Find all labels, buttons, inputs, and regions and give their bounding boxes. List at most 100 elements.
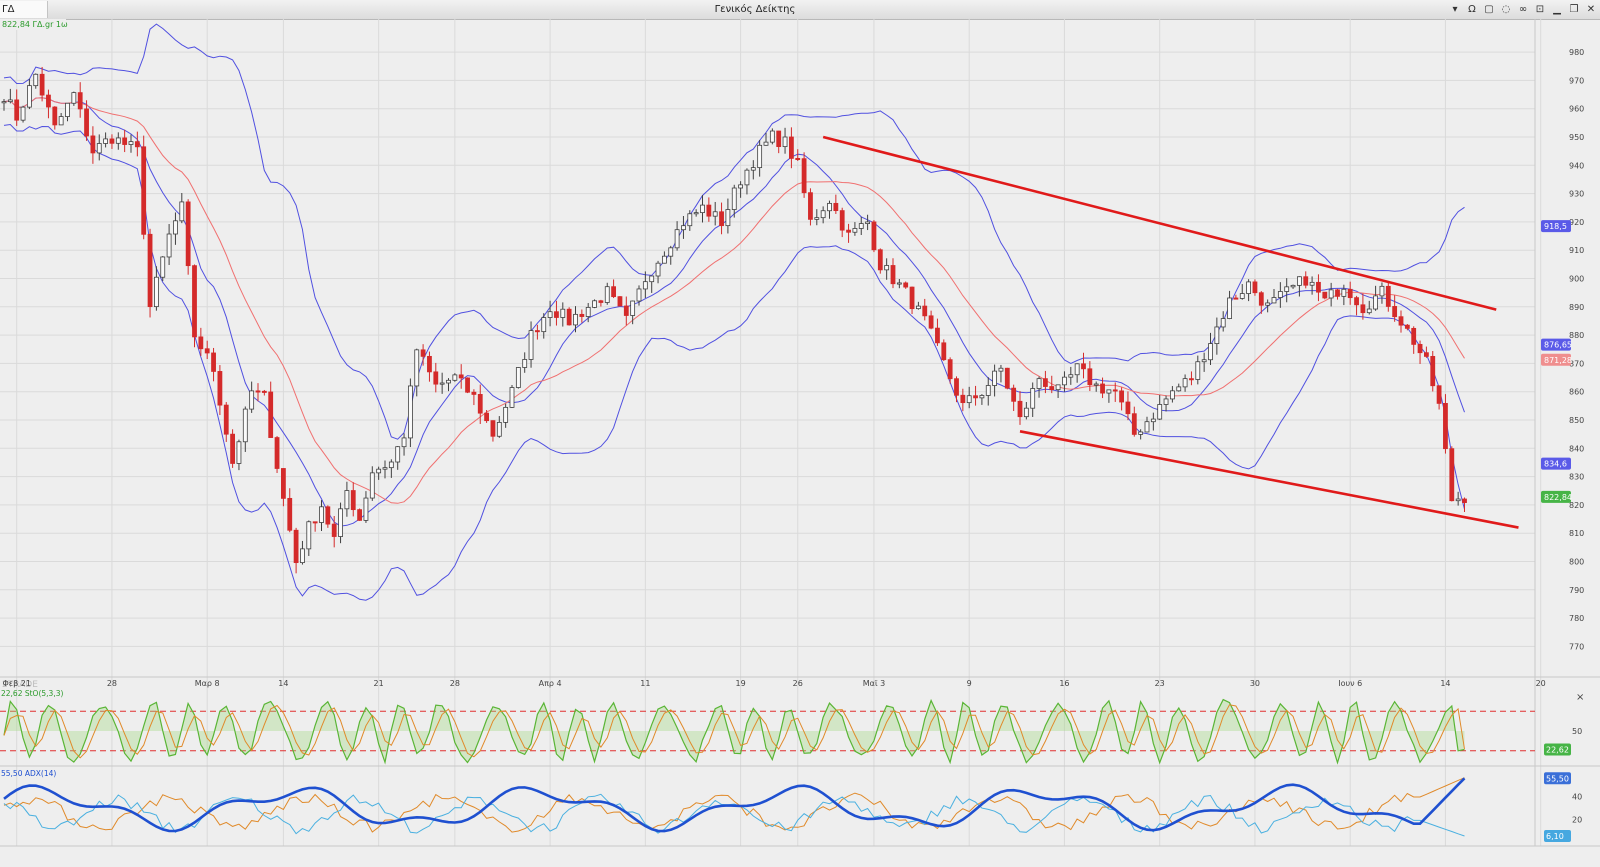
candle-body (65, 102, 70, 117)
candle-body (706, 204, 712, 217)
minimize-icon[interactable]: ▁ (1553, 3, 1561, 15)
candle-body (1023, 407, 1029, 418)
lock-icon[interactable]: ⊡ (1535, 3, 1545, 15)
candle-body (344, 490, 350, 510)
candle-body (312, 521, 318, 524)
candle-body (122, 137, 128, 145)
price-label: 822,84 ΓΔ.gr 1ω (2, 20, 68, 29)
candle-body (922, 305, 928, 317)
adx-tick: 40 (1572, 792, 1582, 801)
candle-body (382, 467, 388, 470)
candle-body (1455, 498, 1461, 502)
candle-body (268, 391, 274, 438)
candle-body (39, 73, 45, 96)
y-tick-label: 960 (1569, 105, 1584, 114)
dropdown-icon[interactable]: ▾ (1452, 3, 1458, 15)
candle-body (1271, 297, 1277, 304)
candle-body (1462, 498, 1467, 504)
chart-canvas[interactable]: 2TRADE 980970960950940930920910900890880… (0, 19, 1600, 867)
candle-body (623, 305, 629, 316)
candle-body (1354, 297, 1359, 306)
candle-body (388, 461, 394, 469)
candle-body (700, 204, 705, 214)
candle-body (503, 406, 509, 423)
y-tick-label: 810 (1569, 529, 1584, 538)
minus-di-line (3, 777, 1465, 833)
adx-panel[interactable]: 55,50 ADX(14) 40 20 55,50 6,10 (1, 769, 1582, 842)
candle-body (985, 385, 991, 396)
candle-body (217, 371, 223, 406)
trend-lines[interactable] (822, 135, 1519, 529)
candle-body (744, 169, 750, 186)
layout-icon[interactable]: ▢ (1484, 3, 1494, 15)
candle-body (433, 371, 439, 385)
omega-icon[interactable]: Ω (1468, 3, 1476, 15)
x-tick-label: 9 (967, 679, 972, 688)
price-badges: 918,5 876,65 871,28 834,6 822,84 (1541, 220, 1572, 503)
y-tick-label: 880 (1569, 331, 1584, 340)
candle-body (916, 305, 921, 310)
candle-body (554, 311, 559, 318)
stochastic-panel[interactable]: 22,62 StO(5,3,3) 50 × 22,62 (0, 689, 1584, 765)
candle-body (1201, 359, 1207, 363)
candle-body (833, 202, 839, 212)
candle-body (655, 262, 661, 277)
candle-body (1373, 295, 1378, 310)
candle-body (1430, 356, 1436, 387)
y-tick-label: 950 (1569, 133, 1584, 142)
candle-body (560, 308, 566, 318)
candle-body (1411, 327, 1417, 345)
price-badge-text: 822,84 (1544, 493, 1572, 502)
candle-body (1417, 343, 1423, 354)
restore-icon[interactable]: ❐ (1569, 3, 1579, 15)
y-tick-label: 840 (1569, 444, 1584, 453)
candle-body (1436, 385, 1442, 404)
candle-body (795, 157, 801, 160)
candle-body (96, 143, 102, 154)
candle-body (604, 286, 610, 303)
x-tick-label: 14 (1440, 679, 1450, 688)
candle-body (1443, 402, 1448, 450)
price-badge-text: 876,65 (1544, 341, 1572, 350)
candle-body (465, 377, 470, 393)
candle-body (712, 211, 718, 217)
candle-body (1233, 297, 1239, 300)
link-icon[interactable]: ∞ (1518, 3, 1528, 15)
candle-body (1017, 400, 1023, 418)
candle-body (46, 94, 51, 108)
candle-body (725, 209, 731, 227)
candle-body (274, 437, 280, 469)
close-icon[interactable]: ✕ (1586, 3, 1596, 15)
candle-body (1189, 378, 1194, 381)
candle-body (579, 313, 585, 317)
candle-body (896, 282, 902, 285)
chat-icon[interactable]: ◌ (1501, 3, 1511, 15)
candle-body (1055, 384, 1061, 391)
candle-body (439, 382, 445, 385)
candle-body (871, 221, 877, 251)
x-tick-label: Απρ 4 (539, 679, 562, 688)
candle-body (1404, 324, 1410, 329)
candle-body (128, 141, 134, 145)
candle-body (1335, 289, 1340, 297)
candle-body (369, 472, 375, 499)
candle-body (522, 359, 528, 368)
candle-body (611, 286, 616, 298)
candle-body (649, 275, 655, 283)
candle-body (903, 282, 909, 288)
candle-body (566, 308, 572, 326)
candle-body (1297, 276, 1302, 286)
candle-body (776, 130, 782, 148)
candle-body (1144, 421, 1150, 433)
y-tick-label: 970 (1569, 76, 1584, 85)
candle-body (592, 300, 597, 308)
candle-body (1398, 316, 1404, 326)
y-tick-label: 910 (1569, 246, 1584, 255)
candle-body (1341, 288, 1347, 297)
candle-body (1062, 376, 1067, 386)
x-tick-label: 20 (1536, 679, 1546, 688)
candle-body (687, 213, 693, 227)
candle-body (1277, 291, 1283, 298)
price-badge (1541, 457, 1571, 470)
symbol-tab[interactable]: ΓΔ (0, 1, 48, 18)
